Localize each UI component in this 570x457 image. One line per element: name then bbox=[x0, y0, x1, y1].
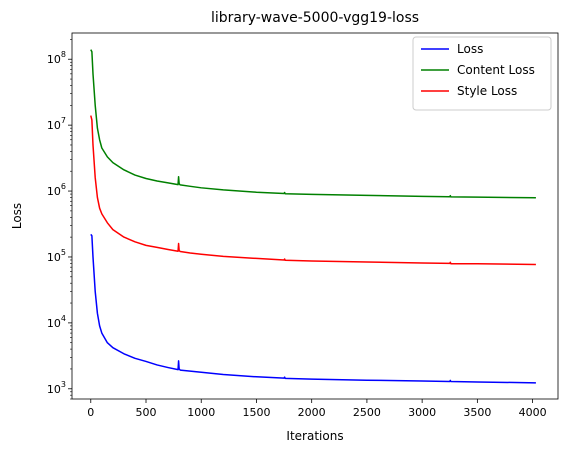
y-tick-label: 108 bbox=[47, 50, 66, 66]
x-tick-label: 1500 bbox=[242, 406, 270, 419]
x-tick-label: 2000 bbox=[298, 406, 326, 419]
y-tick-label: 107 bbox=[47, 116, 66, 132]
x-tick-label: 3500 bbox=[463, 406, 491, 419]
chart-title: library-wave-5000-vgg19-loss bbox=[211, 10, 419, 26]
x-tick-label: 3000 bbox=[408, 406, 436, 419]
series-line-content-loss bbox=[90, 49, 536, 199]
x-axis-label: Iterations bbox=[286, 429, 343, 443]
y-tick-label: 103 bbox=[47, 380, 66, 396]
legend-label: Loss bbox=[457, 42, 483, 56]
y-tick-label: 104 bbox=[47, 314, 66, 330]
ticks-layer: 0 500 1000 1500 2000 2500 3000 3500 4000 103 104 10… bbox=[47, 39, 547, 419]
series-line-loss bbox=[90, 233, 536, 384]
x-tick-label: 4000 bbox=[519, 406, 547, 419]
plot-frame bbox=[71, 32, 559, 400]
x-tick-label: 1000 bbox=[187, 406, 215, 419]
x-tick-label: 500 bbox=[136, 406, 157, 419]
y-tick-label: 106 bbox=[47, 182, 66, 198]
series-line-style-loss bbox=[90, 115, 536, 266]
x-tick-label: 2500 bbox=[353, 406, 381, 419]
y-tick-label: 105 bbox=[47, 248, 66, 264]
legend: Loss Content Loss Style Loss bbox=[412, 36, 552, 111]
series-layer bbox=[90, 49, 536, 384]
y-axis-label: Loss bbox=[10, 203, 24, 229]
legend-label: Style Loss bbox=[457, 84, 517, 98]
legend-label: Content Loss bbox=[457, 63, 535, 77]
x-tick-label: 0 bbox=[87, 406, 94, 419]
